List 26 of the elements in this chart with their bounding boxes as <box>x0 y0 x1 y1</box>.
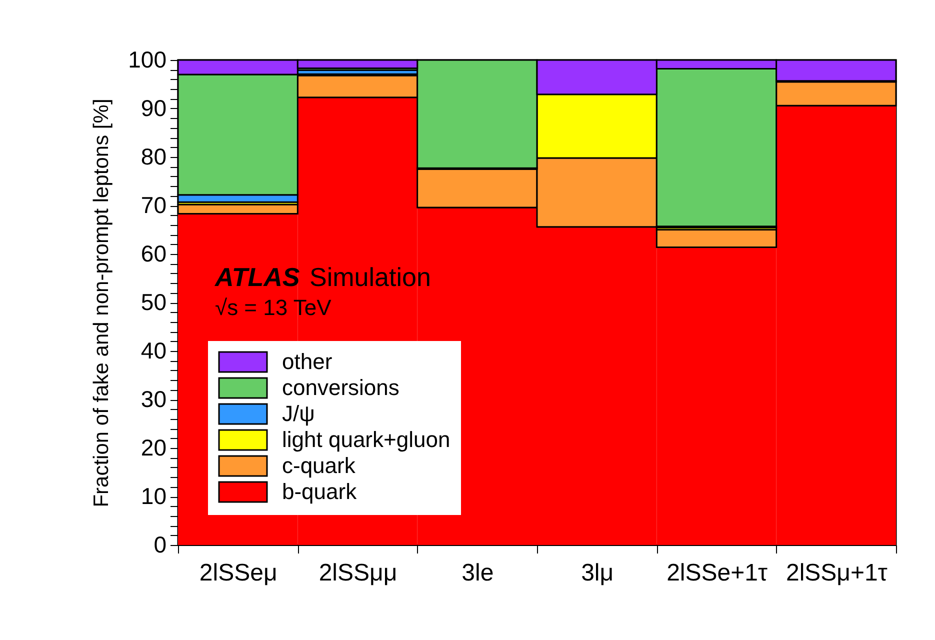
annotation: √s = 13 TeV <box>215 295 332 320</box>
y-tick-label: 50 <box>140 289 166 315</box>
x-tick-label: 2lSSμ+1τ <box>786 560 888 586</box>
legend-label: b-quark <box>282 479 358 504</box>
y-tick-label: 80 <box>140 144 166 170</box>
y-tick-label: 70 <box>140 192 166 218</box>
x-tick-label: 3le <box>462 560 494 586</box>
y-tick-label: 30 <box>140 386 166 412</box>
legend-label: c-quark <box>282 453 356 478</box>
y-tick-label: 60 <box>140 240 166 266</box>
legend-label: conversions <box>282 375 400 400</box>
y-tick-label: 100 <box>128 46 166 72</box>
x-tick-label: 2lSSe+1τ <box>666 560 768 586</box>
legend-label: light quark+gluon <box>282 427 450 452</box>
annotation: ATLAS Simulation <box>214 262 431 292</box>
x-tick-label: 3lμ <box>581 560 614 586</box>
legend-label: J/ψ <box>282 401 315 426</box>
y-axis-title: Fraction of fake and non-prompt leptons [%] <box>90 98 114 508</box>
y-tick-label: 0 <box>154 532 166 558</box>
y-tick-label: 40 <box>140 338 166 364</box>
y-tick-label: 90 <box>140 95 166 121</box>
x-tick-label: 2lSSeμ <box>199 560 278 586</box>
y-tick-label: 20 <box>140 434 166 460</box>
y-tick-label: 10 <box>140 483 166 509</box>
legend-label: other <box>282 349 332 374</box>
x-tick-label: 2lSSμμ <box>318 560 398 586</box>
